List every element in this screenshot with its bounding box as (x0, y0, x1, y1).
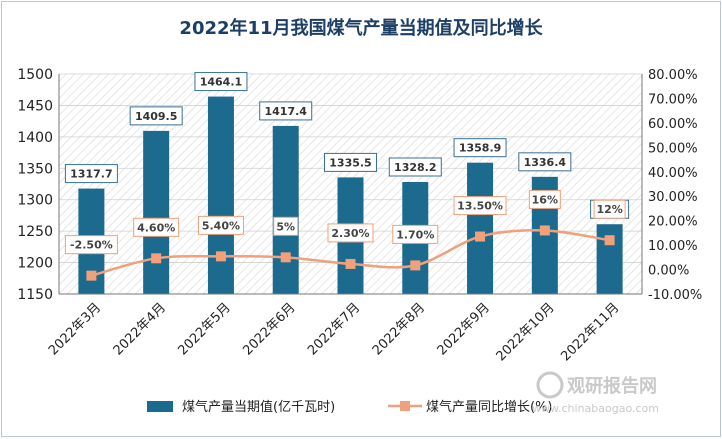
bar (272, 125, 299, 294)
bar (596, 224, 623, 294)
x-tick-label: 2022年7月 (305, 300, 363, 358)
legend-bar-swatch (147, 401, 173, 412)
y-right-tick-label: 60.00% (648, 117, 698, 132)
line-label-box (453, 196, 507, 216)
bar-label-box (453, 138, 507, 158)
line-data-label: 13.50% (457, 200, 503, 213)
line-point (280, 252, 291, 263)
y-left-tick-label: 1150 (17, 287, 53, 303)
legend-line-label: 煤气产量同比增长(%) (426, 399, 553, 415)
bar-label-box (64, 164, 118, 184)
y-right-tick-label: 50.00% (648, 141, 698, 156)
y-left-tick-label: 1400 (17, 130, 53, 146)
y-right-tick-label: 80.00% (648, 68, 698, 83)
bar-label-box (518, 152, 572, 172)
line-point (345, 258, 356, 269)
line-point (151, 253, 162, 264)
line-data-label: -2.50% (70, 239, 113, 252)
y-left-tick-label: 1450 (17, 98, 53, 114)
y-left-tick-label: 1300 (17, 193, 53, 209)
legend-bar-label: 煤气产量当期值(亿千瓦时) (182, 399, 335, 415)
line-data-label: 5% (276, 220, 295, 233)
bar-label-box (129, 106, 183, 126)
bar-data-label: 1358.9 (459, 142, 501, 155)
line-label-box (593, 199, 626, 219)
line-data-label: 4.60% (137, 221, 175, 234)
line-data-label: 12% (596, 203, 622, 216)
bar-data-label: 1336.4 (524, 156, 567, 169)
chart-title: 2022年11月我国煤气产量当期值及同比增长 (179, 18, 543, 39)
line-label-box (392, 224, 439, 244)
bar-data-label: 1417.4 (264, 105, 307, 118)
y-right-tick-label: 30.00% (648, 190, 698, 205)
line-point (604, 235, 615, 246)
bar-data-label: 1464.1 (200, 76, 242, 89)
bar-data-label: 1317.7 (70, 168, 112, 181)
x-tick-label: 2022年9月 (435, 300, 493, 358)
x-tick-label: 2022年10月 (494, 300, 558, 364)
y-left-tick-label: 1500 (17, 67, 53, 83)
bar-label-box (388, 157, 442, 177)
line-point (539, 225, 550, 236)
bar-label-box (324, 152, 377, 172)
legend-line-marker (400, 401, 410, 411)
line-label-box (327, 223, 374, 243)
line-point (475, 231, 486, 242)
x-tick-label: 2022年3月 (46, 300, 104, 358)
x-tick-label: 2022年11月 (558, 300, 622, 364)
bar-data-label: 1328.2 (394, 161, 436, 174)
bar-label-box (259, 101, 313, 121)
line-label-box (528, 189, 561, 209)
bar (143, 130, 170, 294)
x-tick-label: 2022年5月 (176, 300, 234, 358)
line-label-box (197, 215, 244, 235)
bar-data-label: 1409.5 (135, 110, 177, 123)
y-right-tick-label: 20.00% (648, 215, 698, 230)
line-point (215, 251, 226, 262)
y-left-tick-label: 1350 (17, 161, 53, 177)
y-right-tick-label: 40.00% (648, 166, 698, 181)
y-right-tick-label: 70.00% (648, 92, 698, 107)
x-tick-label: 2022年8月 (370, 300, 428, 358)
line-data-label: 5.40% (202, 219, 240, 232)
y-left-tick-label: 1200 (17, 256, 53, 272)
watermark: 观研报告网 www.chinabaogao.com (532, 371, 659, 415)
x-tick-label: 2022年6月 (240, 300, 298, 358)
line-label-box (273, 216, 299, 236)
bar (207, 96, 234, 295)
bar-data-label: 1335.5 (329, 156, 371, 169)
watermark-logo-icon (536, 371, 564, 399)
line-data-label: 16% (532, 193, 558, 206)
line-label-box (133, 217, 180, 237)
line-point (86, 270, 97, 281)
bar (467, 162, 494, 294)
line-data-label: 2.30% (331, 227, 369, 240)
y-right-tick-label: 0.00% (648, 264, 689, 279)
y-right-tick-label: 10.00% (648, 239, 698, 254)
line-label-box (64, 235, 118, 255)
x-tick-label: 2022年4月 (111, 300, 169, 358)
line-data-label: 1.70% (396, 228, 434, 241)
y-left-tick-label: 1250 (17, 224, 53, 240)
y-right-tick-label: -10.00% (648, 288, 702, 303)
bar-label-box (194, 72, 248, 92)
line-point (410, 260, 421, 271)
watermark-site: www.chinabaogao.com (532, 402, 659, 415)
watermark-brand: 观研报告网 (567, 375, 657, 397)
